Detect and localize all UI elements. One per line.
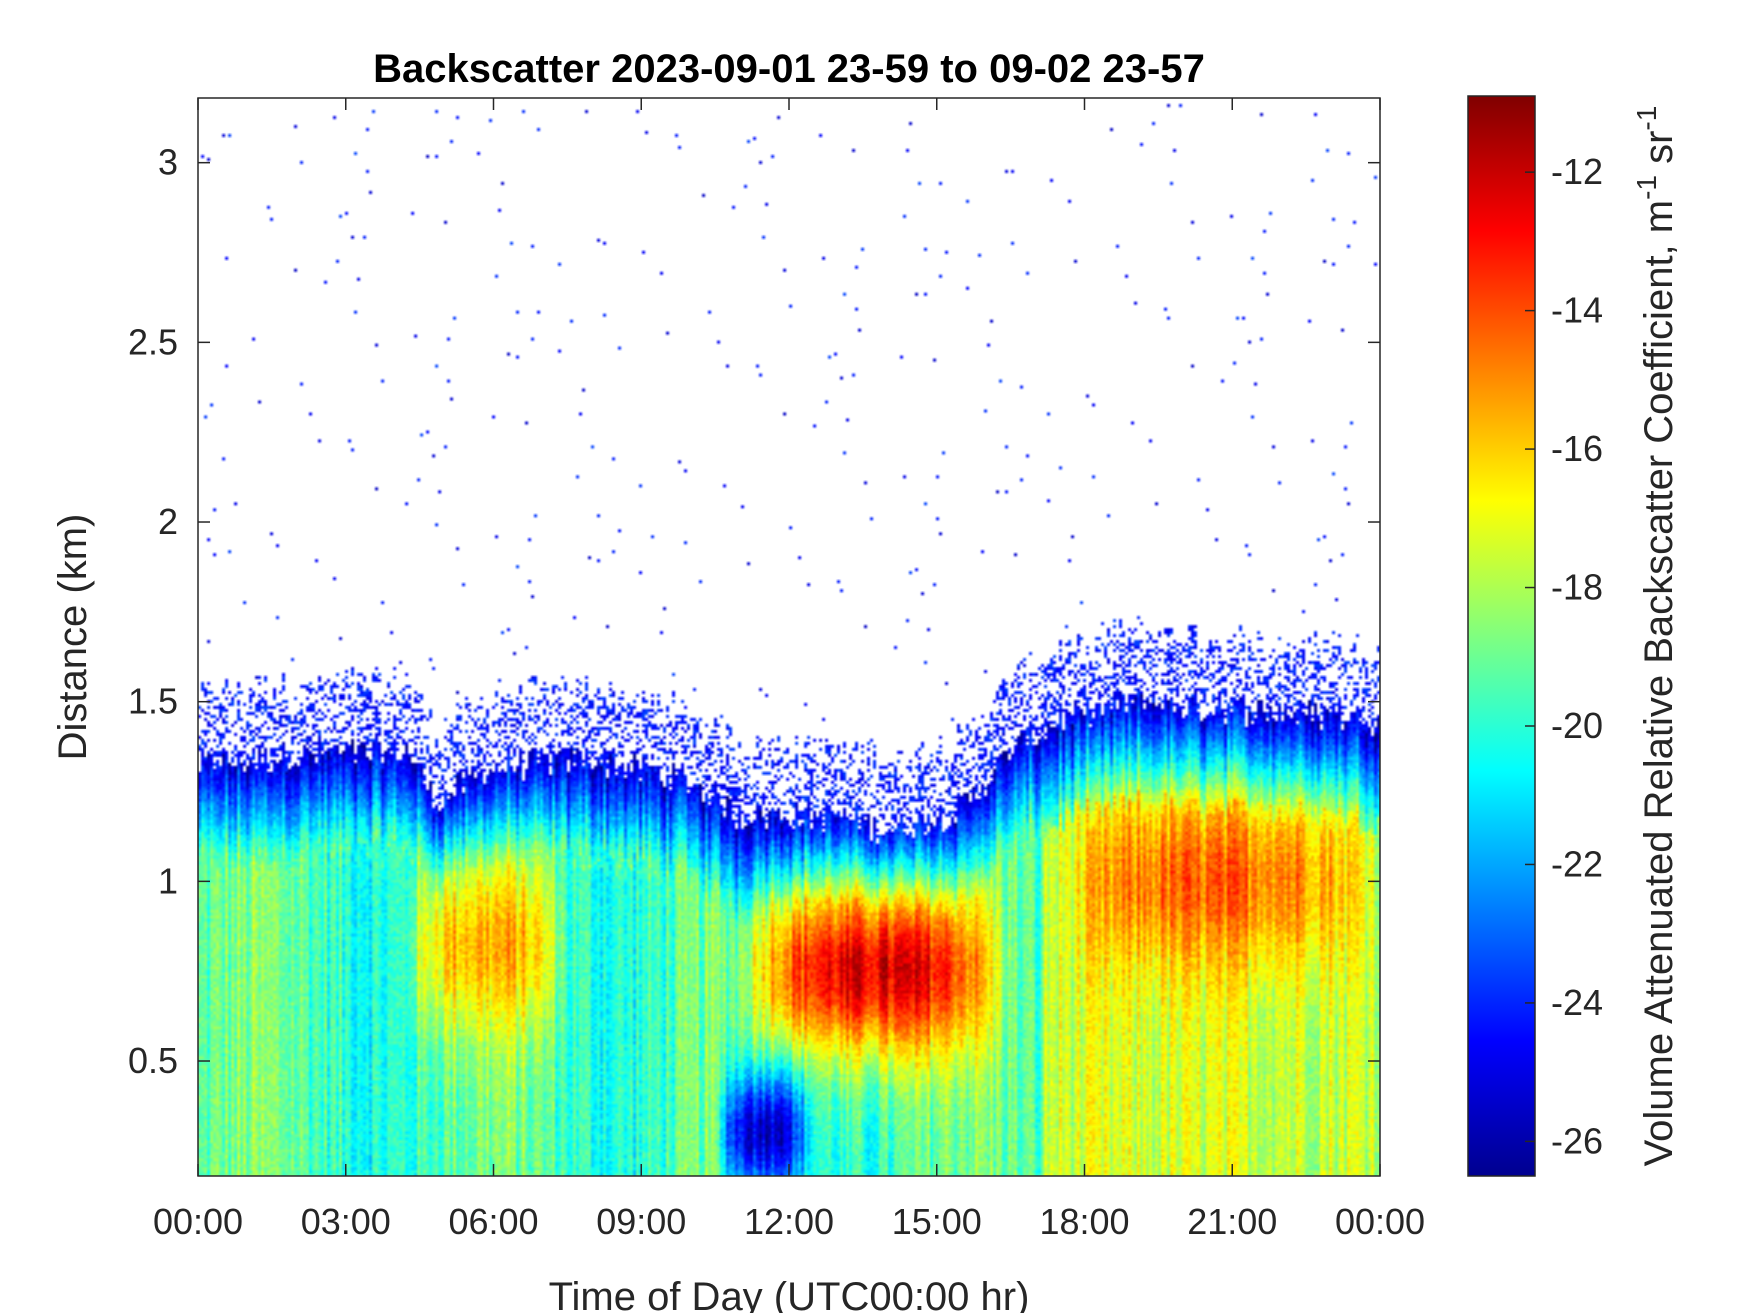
x-tick-label: 12:00 bbox=[744, 1201, 834, 1242]
y-tick-label: 1.5 bbox=[128, 681, 178, 722]
x-tick-label: 21:00 bbox=[1187, 1201, 1277, 1242]
colorbar bbox=[1467, 95, 1536, 1177]
colorbar-ticks: -26 -24 -22 -20 -18 -16 -14 -12 bbox=[1525, 151, 1603, 1161]
x-tick-label: 00:00 bbox=[1335, 1201, 1425, 1242]
heatmap-image bbox=[198, 98, 1380, 1176]
y-tick-label: 2 bbox=[158, 501, 178, 542]
y-tick-label: 3 bbox=[158, 142, 178, 183]
colorbar-tick-label: -12 bbox=[1551, 151, 1603, 192]
x-tick-label: 09:00 bbox=[596, 1201, 686, 1242]
colorbar-tick-label: -22 bbox=[1551, 843, 1603, 884]
y-tick-label: 0.5 bbox=[128, 1040, 178, 1081]
x-tick-label: 15:00 bbox=[892, 1201, 982, 1242]
y-axis-ticks: 0.5 1 1.5 2 2.5 3 bbox=[128, 142, 1380, 1081]
colorbar-tick-label: -16 bbox=[1551, 428, 1603, 469]
chart-title: Backscatter 2023-09-01 23-59 to 09-02 23… bbox=[373, 47, 1205, 91]
y-axis-label: Distance (km) bbox=[51, 514, 95, 761]
x-tick-label: 03:00 bbox=[301, 1201, 391, 1242]
y-tick-label: 1 bbox=[158, 860, 178, 901]
x-tick-label: 06:00 bbox=[448, 1201, 538, 1242]
colorbar-tick-label: -20 bbox=[1551, 705, 1603, 746]
colorbar-tick-label: -14 bbox=[1551, 290, 1603, 331]
x-tick-label: 00:00 bbox=[153, 1201, 243, 1242]
x-axis-ticks: 00:00 03:00 06:00 09:00 12:00 15:00 18:00 21:00… bbox=[153, 98, 1425, 1242]
colorbar-tick-label: -26 bbox=[1551, 1120, 1603, 1161]
x-axis-label: Time of Day (UTC00:00 hr) bbox=[549, 1275, 1030, 1313]
x-tick-label: 18:00 bbox=[1039, 1201, 1129, 1242]
colorbar-label: Volume Attenuated Relative Backscatter C… bbox=[1631, 106, 1681, 1167]
colorbar-tick-label: -24 bbox=[1551, 982, 1603, 1023]
y-tick-label: 2.5 bbox=[128, 321, 178, 362]
colorbar-tick-label: -18 bbox=[1551, 567, 1603, 608]
heatmap-layer bbox=[198, 98, 1380, 1176]
